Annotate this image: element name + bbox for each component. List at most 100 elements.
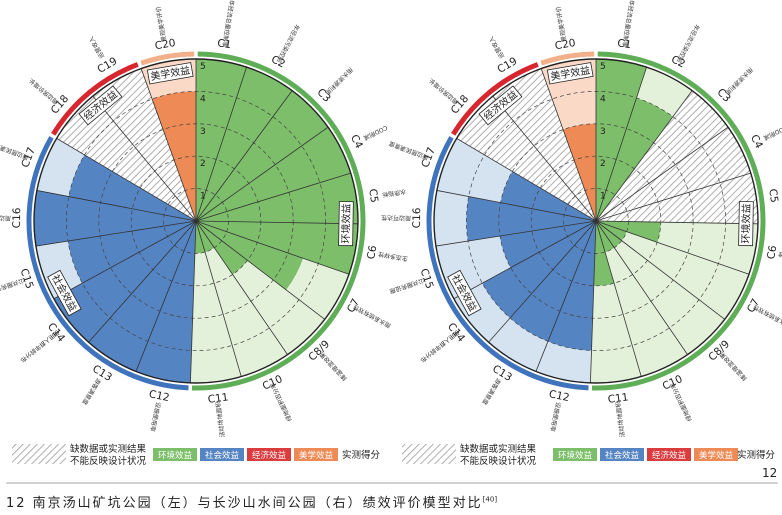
bar-c20 <box>152 91 196 222</box>
bar-c2 <box>596 97 673 221</box>
sector-divider <box>195 220 350 275</box>
sector-label-c16: C16 <box>11 207 23 228</box>
chart-tangshan: 12345C1C2C3C4C5C6C7C8/9C10C11C12C13C14C1… <box>0 0 408 438</box>
sector-divider <box>195 126 329 222</box>
sector-description: 雨水系统有效性 <box>351 303 392 330</box>
category-label-ecology: 环境效益 <box>738 201 754 247</box>
sector-divider <box>488 220 597 343</box>
sector-label-c11: C11 <box>607 391 629 405</box>
sector-divider <box>435 220 597 247</box>
sector-label-c20: C20 <box>154 37 176 52</box>
legend-nodata-line1: 缺数据或实测结果 <box>460 443 537 455</box>
category-ring-aesthetic <box>140 51 195 66</box>
sector-divider <box>595 66 647 222</box>
sector-divider <box>92 95 197 222</box>
sector-description: 周边可达性 <box>0 214 11 223</box>
sector-description: 公共服务设施 <box>0 276 25 295</box>
legend-ecology-swatch <box>553 448 597 461</box>
category-label-box <box>447 269 482 317</box>
sector-divider <box>453 220 597 300</box>
sector-description: 公共服务设施 <box>388 276 425 295</box>
sector-description: 周边房价增长 <box>427 77 460 106</box>
figure-caption-text: 12 南京汤山矿坑公园（左）与长沙山水间公园（右）绩效评价模型对比 <box>6 496 483 511</box>
category-ring-social <box>426 136 589 391</box>
sector-description: 景观美学评价 <box>154 6 168 43</box>
sector-label-c4: C4 <box>348 133 365 151</box>
sector-description: 使用人群年龄分布 <box>419 328 462 364</box>
sector-divider <box>53 220 197 300</box>
r-tick-label-3: 3 <box>200 127 206 137</box>
legend-ecology-label: 环境效益 <box>158 450 193 461</box>
sector-bg-c4 <box>596 127 751 221</box>
sector-bg-c18 <box>56 96 196 221</box>
sector-description: 降温增湿效果 <box>318 351 349 383</box>
legend-social-label: 社会效益 <box>205 450 240 461</box>
category-label-text: 环境效益 <box>339 203 353 243</box>
category-label-box <box>546 62 594 85</box>
legend-ecology-swatch <box>153 448 197 461</box>
bar-c13 <box>510 221 596 342</box>
category-ring-aesthetic <box>540 51 595 66</box>
legend-measured-label: 实测得分 <box>342 449 381 461</box>
sector-description: 使用人群年龄分布 <box>19 328 62 364</box>
bar-c12 <box>547 221 596 351</box>
category-label-aesthetic: 美学效益 <box>546 62 594 85</box>
sector-description: 景观美学评价 <box>554 6 568 43</box>
legend-nodata-line2: 不能反映设计状况 <box>460 455 537 467</box>
legend-nodata-swatch <box>12 444 66 464</box>
sector-bg-c8-9 <box>596 221 725 355</box>
sector-description: 游客满意度 <box>80 377 103 407</box>
sector-description: 绿地面积百分率 <box>268 381 293 422</box>
bar-c10 <box>596 221 615 253</box>
sector-label-c6: C6 <box>765 244 779 260</box>
r-tick-label-2: 2 <box>600 159 606 169</box>
legend-economic-label: 经济效益 <box>252 450 287 461</box>
category-ring-ecology <box>591 51 766 391</box>
sector-description: 雨水资源利用 <box>323 66 354 97</box>
category-ring-ecology <box>191 51 366 391</box>
bar-c14 <box>482 221 596 319</box>
category-ring-social <box>26 136 189 391</box>
sector-description: 生态多样性 <box>377 250 408 263</box>
bar-c12 <box>135 221 196 383</box>
sector-divider <box>595 220 750 275</box>
sector-divider <box>540 68 597 222</box>
r-tick-label-3: 3 <box>600 127 606 137</box>
bar-c7 <box>596 221 627 241</box>
legend-measured-label: 实测得分 <box>737 449 776 461</box>
sector-description: 周边可达性 <box>381 214 411 223</box>
bar-c14 <box>53 221 196 343</box>
sector-description: COD削减 <box>362 124 388 142</box>
r-tick-label-2: 2 <box>200 159 206 169</box>
sector-description: 运营收入 <box>87 35 106 60</box>
sector-divider <box>56 138 197 222</box>
sector-description: 游客满意度 <box>480 377 503 407</box>
sector-description: 绿地面积百分率 <box>668 381 693 422</box>
legend-social-swatch <box>600 448 644 461</box>
bar-c16 <box>33 190 196 247</box>
category-label-aesthetic: 美学效益 <box>146 62 194 85</box>
sector-description: 雨水资源利用 <box>723 66 754 97</box>
bar-c4 <box>196 127 351 221</box>
sector-description: 雨水系统有效性 <box>751 303 782 330</box>
sector-label-c2: C2 <box>269 53 287 70</box>
sector-divider <box>595 220 642 377</box>
sector-description: 活动场地面积 <box>214 401 226 438</box>
category-label-box <box>478 85 523 126</box>
page-number: 12 <box>762 466 778 480</box>
r-tick-label-1: 1 <box>600 192 606 202</box>
sector-description: 活动场地面积 <box>614 401 626 438</box>
sector-label-c1: C1 <box>216 37 232 51</box>
legend-aesthetic-label: 美学效益 <box>699 450 734 461</box>
bar-c2 <box>196 67 293 221</box>
bar-c6 <box>196 221 358 275</box>
grid-ring-1 <box>563 188 629 254</box>
bar-c17 <box>68 154 196 221</box>
category-label-box <box>146 62 194 85</box>
category-label-ecology: 环境效益 <box>338 201 354 247</box>
sector-description: 年径流污染控制 <box>675 23 701 64</box>
bar-c10 <box>196 221 215 253</box>
sector-divider <box>36 190 197 222</box>
sector-label-c7: C7 <box>745 297 762 315</box>
sector-description: 运营收入 <box>487 35 506 60</box>
